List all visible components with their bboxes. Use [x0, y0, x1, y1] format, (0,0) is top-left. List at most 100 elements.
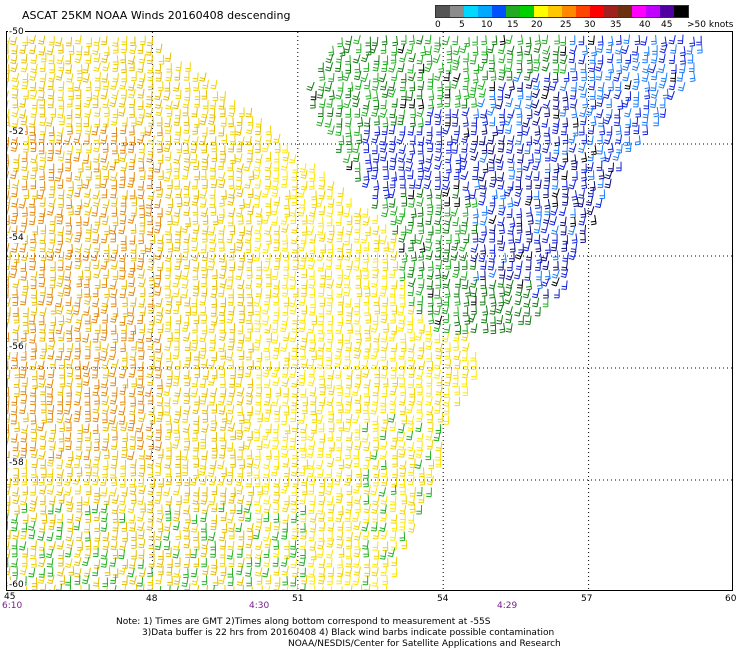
wind-barb: [76, 199, 83, 210]
wind-barb: [92, 361, 99, 371]
wind-barb: [383, 241, 389, 252]
wind-barb: [201, 127, 208, 137]
wind-barb: [121, 441, 128, 451]
wind-barb: [573, 196, 579, 208]
wind-barb: [544, 205, 551, 216]
wind-barb: [345, 35, 353, 46]
wind-barb: [237, 368, 244, 379]
wind-barb: [127, 81, 136, 91]
wind-barb: [272, 548, 280, 558]
wind-barb: [371, 36, 379, 47]
wind-barb: [191, 241, 199, 252]
wind-barb: [21, 152, 28, 162]
wind-barb: [29, 241, 37, 252]
wind-barb: [210, 421, 218, 432]
wind-barb: [48, 584, 56, 590]
wind-barb: [48, 520, 56, 531]
wind-barb: [392, 225, 398, 235]
wind-barb: [247, 406, 253, 416]
wind-barb: [122, 559, 128, 569]
wind-barb: [85, 171, 92, 181]
wind-barb: [363, 387, 370, 398]
wind-barb: [25, 586, 28, 590]
wind-barb: [355, 269, 362, 280]
wind-barb: [119, 584, 127, 590]
wind-barb: [191, 575, 199, 586]
wind-barb: [201, 251, 209, 262]
wind-barb: [445, 108, 451, 119]
wind-barb: [229, 99, 236, 110]
wind-barb: [209, 234, 217, 244]
wind-barb: [93, 134, 101, 145]
wind-barb: [558, 161, 567, 171]
wind-barb: [254, 521, 263, 531]
wind-barb: [235, 522, 243, 533]
wind-barb: [317, 349, 324, 360]
wind-barb: [193, 502, 200, 513]
wind-barb: [434, 151, 443, 162]
wind-barb: [453, 170, 460, 180]
wind-barb: [516, 162, 523, 173]
wind-barb: [100, 331, 108, 341]
wind-barb: [120, 43, 128, 54]
wind-barb: [363, 503, 371, 514]
wind-barb: [84, 431, 92, 442]
wind-barb: [433, 43, 442, 53]
wind-barb: [219, 540, 227, 550]
wind-barb: [156, 558, 164, 568]
wind-barb: [526, 179, 532, 190]
wind-barb: [193, 351, 200, 361]
wind-barb: [398, 242, 405, 253]
wind-barb: [424, 333, 433, 343]
wind-barb: [208, 242, 217, 253]
wind-barb: [201, 143, 207, 154]
wind-barb: [185, 351, 191, 362]
wind-barb: [84, 531, 91, 542]
wind-barb: [227, 216, 234, 227]
wind-barb: [245, 135, 252, 146]
wind-barb: [138, 234, 144, 245]
wind-barb: [470, 243, 479, 253]
wind-barb: [588, 80, 596, 91]
wind-barb: [427, 98, 434, 109]
wind-barb: [58, 189, 65, 199]
wind-barb: [247, 144, 254, 155]
wind-barb: [20, 433, 28, 443]
wind-barb: [219, 278, 227, 289]
wind-barb: [92, 547, 99, 557]
wind-barb: [371, 558, 379, 568]
wind-barb: [343, 287, 351, 297]
wind-barb: [417, 295, 423, 306]
wind-barb: [7, 360, 9, 371]
wind-barb: [145, 199, 153, 209]
wind-barb: [326, 477, 334, 488]
wind-barb: [462, 206, 469, 217]
wind-barb: [227, 567, 234, 578]
wind-barb: [230, 504, 236, 514]
wind-barb: [103, 449, 110, 459]
wind-barb: [308, 163, 316, 173]
wind-barb: [549, 216, 557, 226]
wind-barb: [481, 313, 488, 324]
wind-barb: [237, 260, 244, 271]
wind-barb: [289, 440, 296, 451]
wind-barb: [409, 458, 416, 468]
wind-barb: [354, 297, 361, 308]
wind-barb: [47, 151, 54, 162]
wind-barb: [102, 369, 110, 379]
wind-barb: [163, 531, 171, 541]
wind-barb: [399, 360, 406, 370]
wind-barb: [238, 350, 245, 360]
wind-barb: [154, 286, 162, 296]
wind-barb: [445, 234, 452, 244]
wind-barb: [131, 550, 137, 560]
wind-barb: [206, 584, 209, 590]
wind-barb: [335, 513, 343, 523]
wind-barb: [380, 397, 387, 407]
wind-barb: [478, 233, 487, 244]
wind-barb: [7, 548, 11, 559]
wind-barb: [201, 160, 209, 171]
wind-barb: [155, 43, 163, 54]
wind-barb: [488, 178, 497, 188]
wind-barb: [57, 270, 65, 280]
